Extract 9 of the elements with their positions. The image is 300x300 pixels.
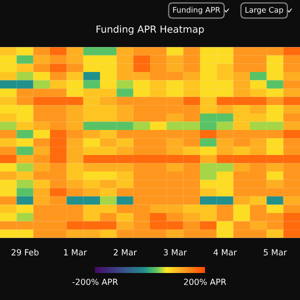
x-tick-label: 2 Mar <box>114 249 137 256</box>
x-tick-label: 1 Mar <box>64 249 87 256</box>
color-bar-label: -200% APR <box>72 278 118 286</box>
x-tick-label: 3 Mar <box>164 249 187 256</box>
x-tick-label: 29 Feb <box>12 249 39 256</box>
x-tick-label: 4 Mar <box>214 249 237 256</box>
color-bar-label: 200% APR <box>184 278 226 286</box>
x-tick-label: 5 Mar <box>264 249 287 256</box>
chart-title: Funding APR Heatmap <box>96 25 204 35</box>
